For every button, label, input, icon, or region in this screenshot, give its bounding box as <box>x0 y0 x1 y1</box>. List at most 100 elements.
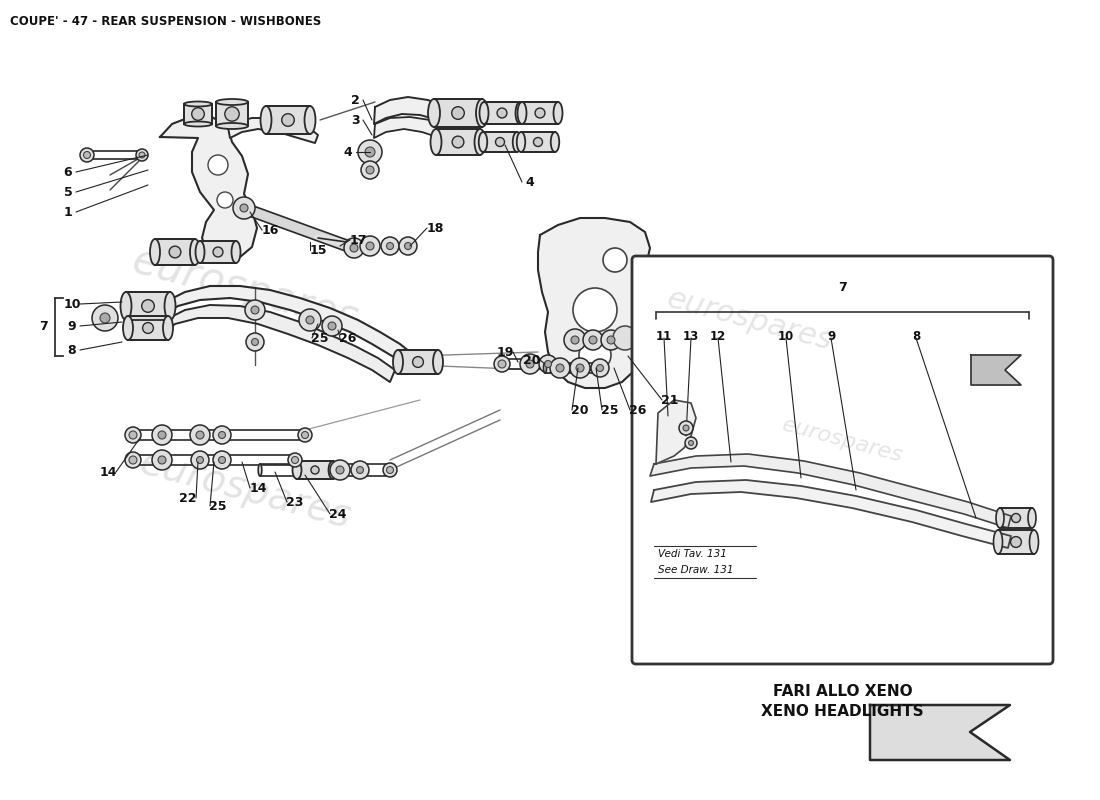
Bar <box>1000 508 1032 528</box>
Ellipse shape <box>553 102 562 124</box>
Circle shape <box>129 431 138 439</box>
Circle shape <box>251 306 258 314</box>
Circle shape <box>158 431 166 439</box>
Polygon shape <box>160 117 257 260</box>
Circle shape <box>143 322 153 334</box>
Circle shape <box>596 365 604 371</box>
Circle shape <box>233 197 255 219</box>
Circle shape <box>344 238 364 258</box>
Ellipse shape <box>430 129 441 155</box>
Bar <box>155 239 195 265</box>
Circle shape <box>328 322 336 330</box>
Circle shape <box>366 166 374 174</box>
Circle shape <box>381 237 399 255</box>
Circle shape <box>588 336 597 344</box>
Circle shape <box>685 437 697 449</box>
Circle shape <box>383 463 397 477</box>
Text: 25: 25 <box>311 331 329 345</box>
Circle shape <box>84 151 90 158</box>
Text: FARI ALLO XENO: FARI ALLO XENO <box>772 685 912 699</box>
Circle shape <box>1012 514 1021 522</box>
Circle shape <box>80 148 94 162</box>
Circle shape <box>361 161 379 179</box>
Text: 25: 25 <box>209 499 227 513</box>
Circle shape <box>208 155 228 175</box>
Circle shape <box>365 147 375 157</box>
Bar <box>436 129 480 155</box>
Circle shape <box>607 336 615 344</box>
Ellipse shape <box>604 363 606 373</box>
Ellipse shape <box>993 530 1002 554</box>
Circle shape <box>282 114 295 126</box>
Polygon shape <box>374 97 456 127</box>
Polygon shape <box>870 705 1010 760</box>
Circle shape <box>196 431 204 439</box>
Bar <box>521 132 556 152</box>
Circle shape <box>299 309 321 331</box>
Ellipse shape <box>428 99 440 127</box>
Circle shape <box>360 236 379 256</box>
Circle shape <box>240 204 248 212</box>
Text: 10: 10 <box>778 330 794 343</box>
Circle shape <box>292 457 298 463</box>
Circle shape <box>213 451 231 469</box>
Circle shape <box>92 305 118 331</box>
Circle shape <box>579 339 610 371</box>
Text: 26: 26 <box>339 331 356 345</box>
Ellipse shape <box>543 363 547 373</box>
Circle shape <box>330 460 350 480</box>
Circle shape <box>129 456 138 464</box>
Ellipse shape <box>480 102 488 124</box>
Ellipse shape <box>121 292 132 320</box>
Circle shape <box>399 237 417 255</box>
Circle shape <box>252 338 258 346</box>
Text: 1: 1 <box>64 206 73 218</box>
Ellipse shape <box>996 508 1004 528</box>
Text: COUPE' - 47 - REAR SUSPENSION - WISHBONES: COUPE' - 47 - REAR SUSPENSION - WISHBONE… <box>10 15 321 28</box>
Circle shape <box>603 248 627 272</box>
Circle shape <box>152 450 172 470</box>
Circle shape <box>197 457 204 463</box>
Circle shape <box>583 330 603 350</box>
Bar <box>398 350 438 374</box>
Ellipse shape <box>216 99 248 105</box>
Circle shape <box>139 152 145 158</box>
Polygon shape <box>650 454 1011 528</box>
Circle shape <box>679 421 693 435</box>
Ellipse shape <box>231 241 241 263</box>
Circle shape <box>573 288 617 332</box>
Text: 9: 9 <box>68 319 76 333</box>
Circle shape <box>405 242 411 250</box>
Bar <box>434 99 482 127</box>
Circle shape <box>520 354 540 374</box>
Circle shape <box>100 313 110 323</box>
FancyBboxPatch shape <box>632 256 1053 664</box>
Polygon shape <box>971 355 1021 385</box>
Text: 7: 7 <box>838 281 847 294</box>
Circle shape <box>224 106 239 122</box>
Circle shape <box>191 451 209 469</box>
Circle shape <box>301 431 308 438</box>
Circle shape <box>539 355 557 373</box>
Ellipse shape <box>478 132 487 152</box>
Ellipse shape <box>163 316 173 340</box>
Text: 20: 20 <box>571 403 588 417</box>
Circle shape <box>613 326 637 350</box>
Text: 20: 20 <box>524 354 541 366</box>
Circle shape <box>322 316 342 336</box>
Circle shape <box>601 330 621 350</box>
Circle shape <box>298 428 312 442</box>
Circle shape <box>351 461 369 479</box>
Circle shape <box>452 106 464 119</box>
Ellipse shape <box>258 464 262 476</box>
Bar <box>998 530 1034 554</box>
Circle shape <box>217 192 233 208</box>
Bar <box>216 102 248 126</box>
Polygon shape <box>165 286 415 366</box>
Circle shape <box>495 138 505 146</box>
Circle shape <box>550 358 570 378</box>
Text: 16: 16 <box>262 223 278 237</box>
Circle shape <box>534 138 542 146</box>
Text: 23: 23 <box>286 495 304 509</box>
Text: 12: 12 <box>710 330 726 343</box>
